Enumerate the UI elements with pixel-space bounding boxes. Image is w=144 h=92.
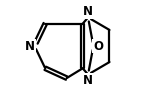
Text: N: N (83, 5, 93, 18)
Text: N: N (25, 39, 35, 53)
Text: O: O (93, 39, 103, 53)
Text: N: N (83, 74, 93, 87)
